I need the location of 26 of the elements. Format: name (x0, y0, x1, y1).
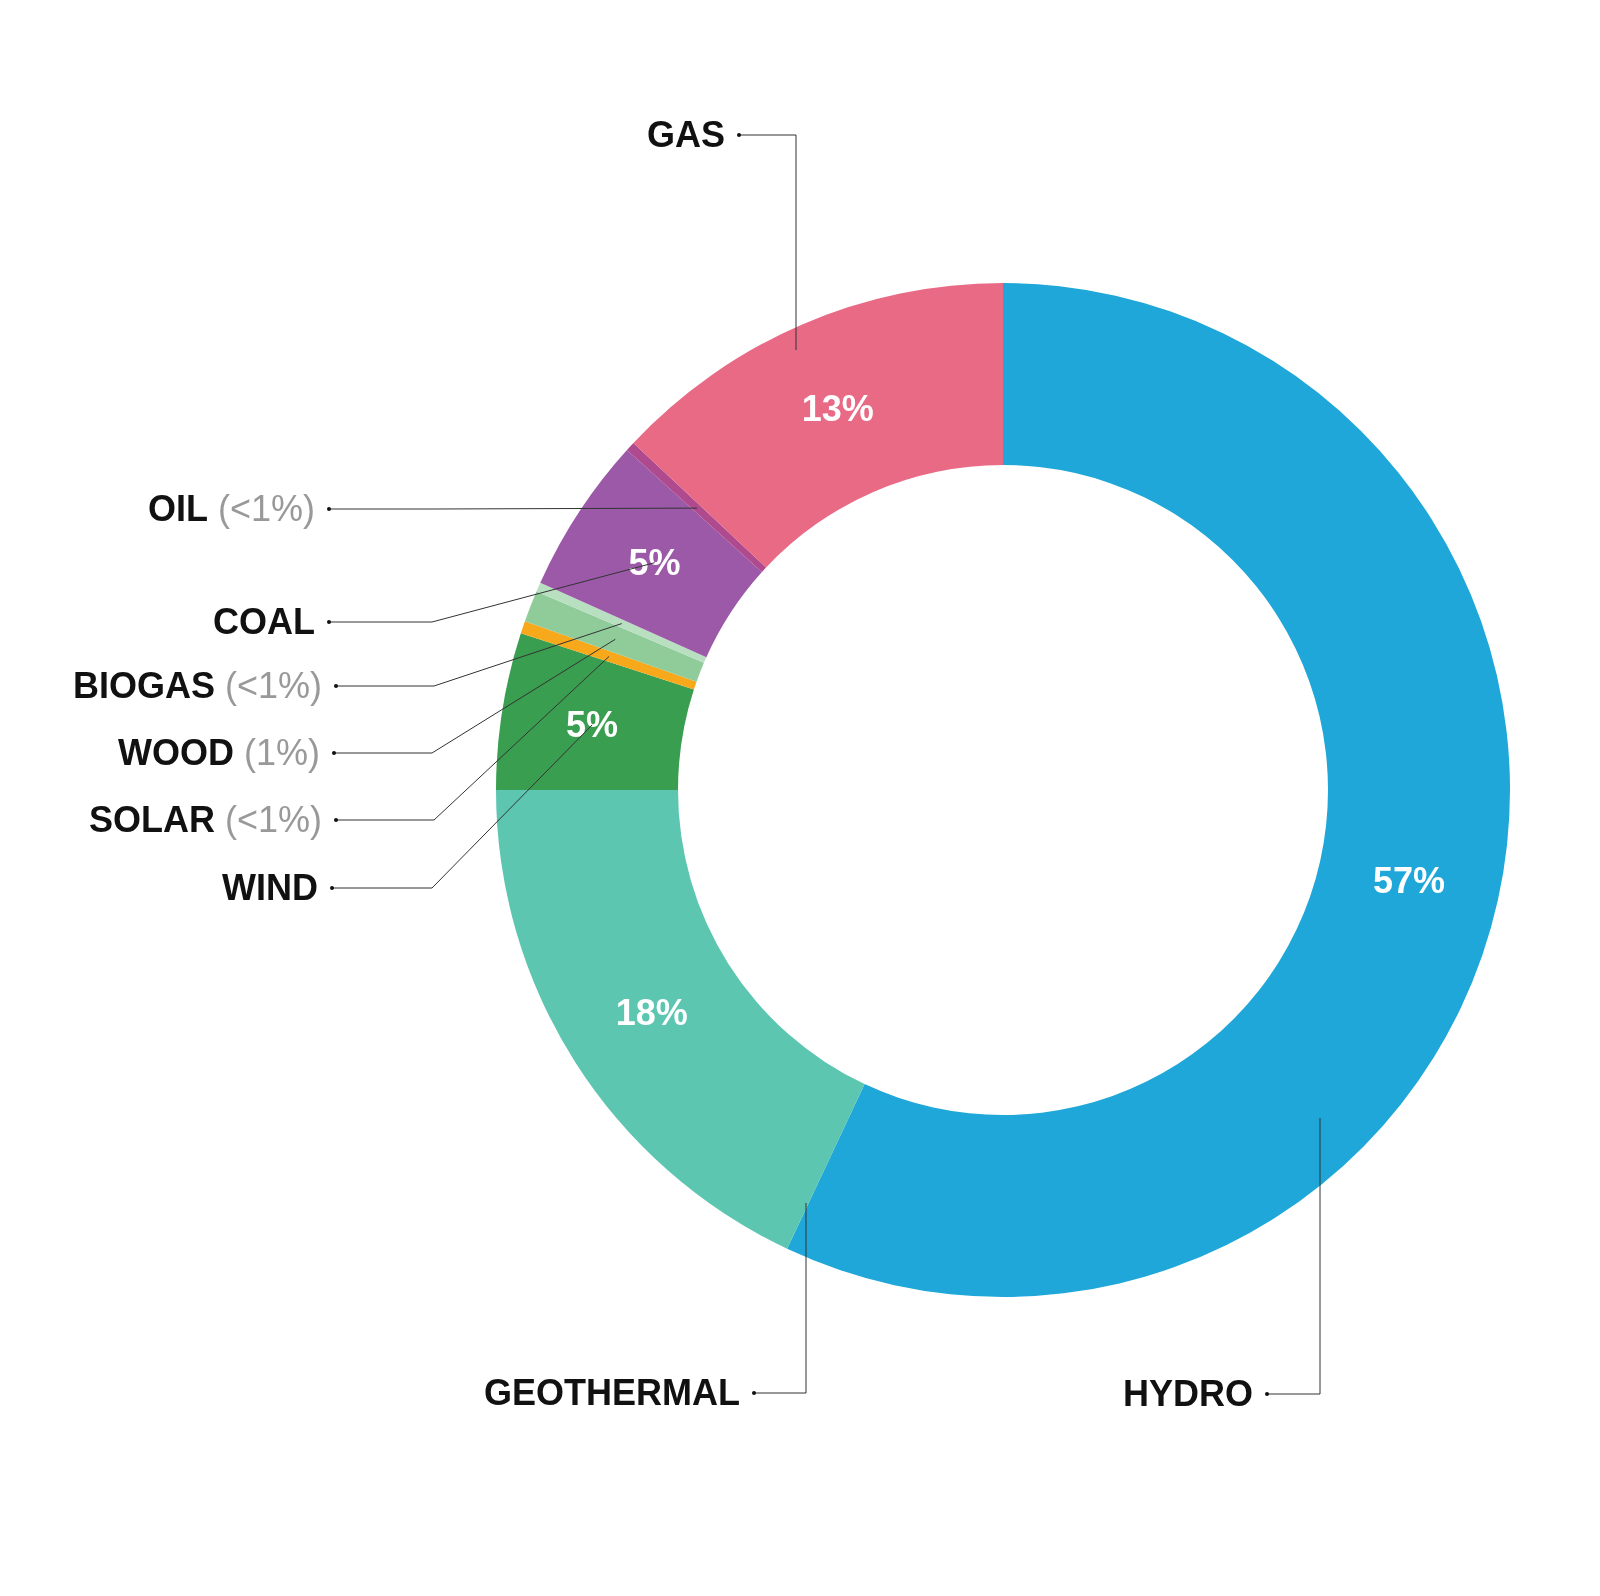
data-label: (<1%) (214, 799, 322, 840)
donut-slice (496, 633, 694, 790)
slice-label: OIL (147, 488, 208, 529)
data-label: (<1%) (214, 665, 322, 706)
data-label: 13% (801, 387, 874, 429)
data-label: (<1%) (207, 488, 315, 529)
slice-label: WOOD (118, 732, 234, 773)
slice-label: WIND (222, 867, 318, 908)
data-label: 5% (628, 542, 681, 584)
donut-slice (626, 442, 767, 573)
data-label: 57% (1372, 860, 1446, 902)
donut-slice (520, 621, 697, 690)
donut-slice (524, 591, 704, 682)
donut-slice (536, 582, 707, 663)
donut-slice (787, 283, 1510, 1297)
slice-label: BIOGAS (72, 665, 215, 706)
slice-label: SOLAR (88, 799, 215, 840)
slice-label: COAL (213, 601, 315, 642)
donut-slice (496, 790, 865, 1249)
data-label: 18% (615, 992, 688, 1034)
data-label: (1%) (233, 732, 320, 773)
donut-slice (540, 449, 762, 658)
slice-label: GEOTHERMAL (484, 1372, 740, 1413)
slice-label: HYDRO (1122, 1373, 1253, 1414)
slice-label: GAS (646, 114, 725, 155)
data-label: 5% (566, 704, 619, 746)
